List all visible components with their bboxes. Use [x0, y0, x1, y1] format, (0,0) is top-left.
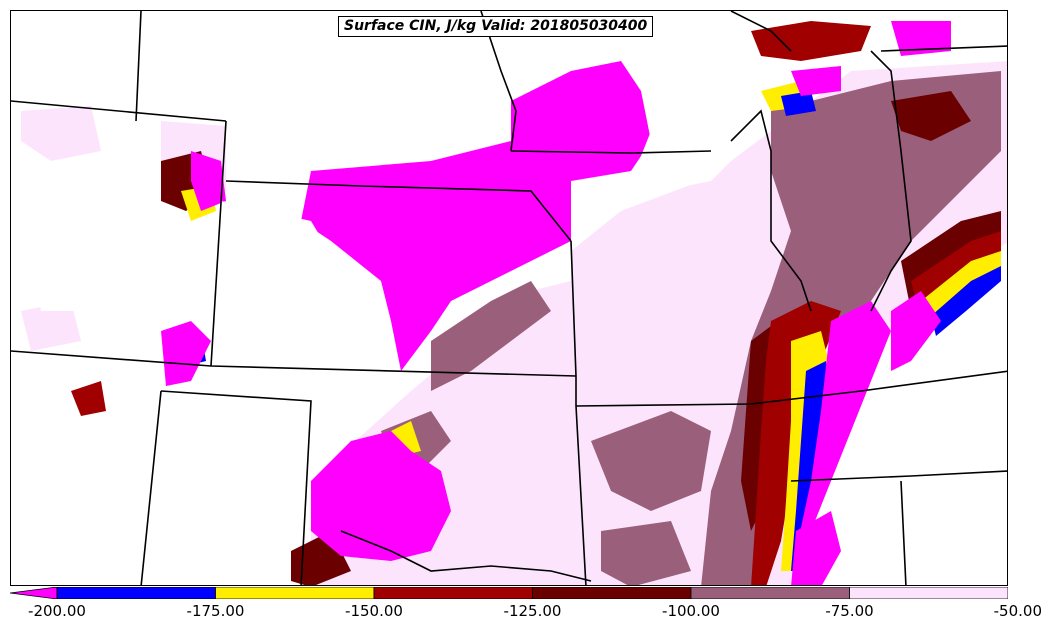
colorbar-tick-label: -100.00: [662, 602, 720, 620]
colorbar-tick-label: -50.00: [993, 602, 1042, 620]
colorbar-bin: [56, 587, 216, 599]
colorbar-bin: [373, 587, 533, 599]
colorbar-tick-label: -200.00: [28, 602, 86, 620]
colorbar: [10, 587, 1008, 599]
map-panel: [10, 10, 1008, 586]
colorbar-bin: [849, 587, 1008, 599]
colorbar-tick-label: -125.00: [503, 602, 562, 620]
colorbar-bin: [690, 587, 850, 599]
white-patches: [31, 26, 751, 341]
colorbar-tick-label: -175.00: [186, 602, 245, 620]
colorbar-tick-label: -150.00: [345, 602, 403, 620]
map-title: Surface CIN, J/kg Valid: 201805030400: [338, 16, 654, 37]
magenta-layer: [161, 21, 951, 585]
colorbar-bin: [532, 587, 692, 599]
cin-field-map: [11, 11, 1007, 585]
colorbar-extend-arrow: [10, 587, 58, 599]
state-borders: [11, 11, 1007, 585]
colorbar-tick-label: -75.00: [825, 602, 874, 620]
colorbar-bin: [215, 587, 375, 599]
